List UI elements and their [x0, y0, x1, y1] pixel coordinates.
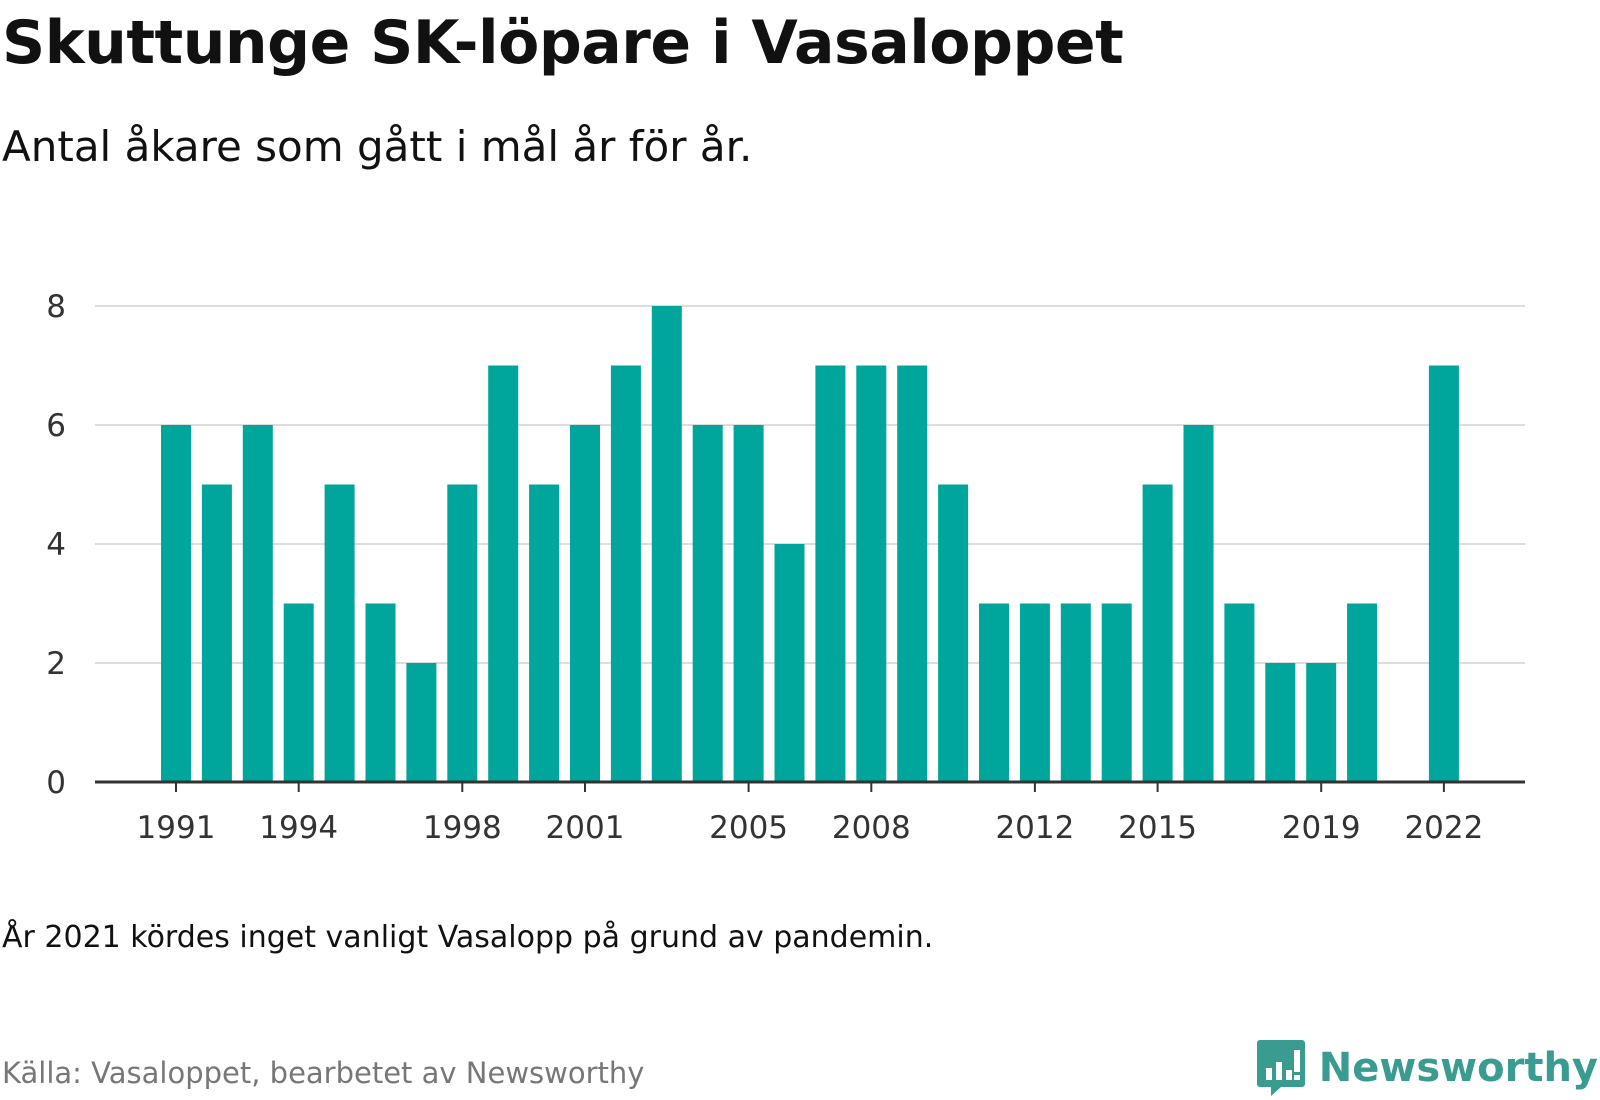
x-tick-label: 2019: [1282, 810, 1361, 846]
source-text: Källa: Vasaloppet, bearbetet av Newswort…: [2, 1056, 645, 1090]
x-tick-label: 2008: [832, 810, 911, 846]
bar-2018: [1265, 663, 1296, 782]
bar-1991: [161, 425, 191, 782]
brand-name: Newsworthy: [1318, 1045, 1598, 1091]
newsworthy-logo-icon: [1256, 1040, 1305, 1096]
bar-1996: [365, 603, 396, 782]
y-tick-label: 6: [46, 408, 66, 444]
bar-2016: [1183, 425, 1214, 782]
y-tick-label: 8: [46, 289, 66, 325]
bar-2001: [570, 425, 600, 782]
bar-2005: [733, 425, 764, 782]
bar-2013: [1060, 603, 1091, 782]
chart-title: Skuttunge SK-löpare i Vasaloppet: [2, 8, 1124, 78]
x-tick-label: 1991: [137, 810, 216, 846]
bar-2004: [692, 425, 723, 782]
x-tick-label: 2005: [709, 810, 788, 846]
y-tick-label: 2: [46, 646, 66, 682]
bar-1993: [242, 425, 273, 782]
bar-2003: [651, 306, 682, 782]
bar-2020: [1347, 603, 1378, 782]
bar-1999: [488, 365, 519, 782]
y-tick-label: 0: [46, 765, 66, 801]
bar-1992: [201, 484, 232, 782]
bar-2009: [897, 365, 928, 782]
bar-2015: [1142, 484, 1173, 782]
bar-2014: [1101, 603, 1132, 782]
bar-2011: [979, 603, 1009, 782]
bar-2007: [815, 365, 846, 782]
x-tick-label: 1994: [259, 810, 338, 846]
bar-2006: [774, 544, 805, 782]
x-tick-label: 2012: [995, 810, 1074, 846]
x-tick-label: 2015: [1118, 810, 1197, 846]
x-tick-label: 2001: [546, 810, 625, 846]
x-tick-label: 1998: [423, 810, 502, 846]
brand-logo: Newsworthy: [1256, 1040, 1598, 1096]
bar-2022: [1428, 365, 1459, 782]
bar-2012: [1019, 603, 1050, 782]
bar-2008: [856, 365, 887, 782]
bar-2002: [610, 365, 641, 782]
bar-2019: [1306, 663, 1337, 782]
x-tick-label: 2022: [1404, 810, 1483, 846]
chart-note: År 2021 kördes inget vanligt Vasalopp på…: [2, 920, 934, 955]
y-tick-label: 4: [46, 527, 66, 563]
bar-2010: [938, 484, 969, 782]
bar-2000: [529, 484, 560, 782]
bar-2017: [1224, 603, 1255, 782]
chart-subtitle: Antal åkare som gått i mål år för år.: [2, 122, 753, 171]
bar-1997: [406, 663, 437, 782]
bar-chart: 0 2 4 6 8 1991 1994 1998 2001 2005 2008 2012 2015 201…: [46, 289, 1525, 846]
bar-1998: [447, 484, 478, 782]
bar-1994: [283, 603, 314, 782]
bar-1995: [324, 484, 355, 782]
